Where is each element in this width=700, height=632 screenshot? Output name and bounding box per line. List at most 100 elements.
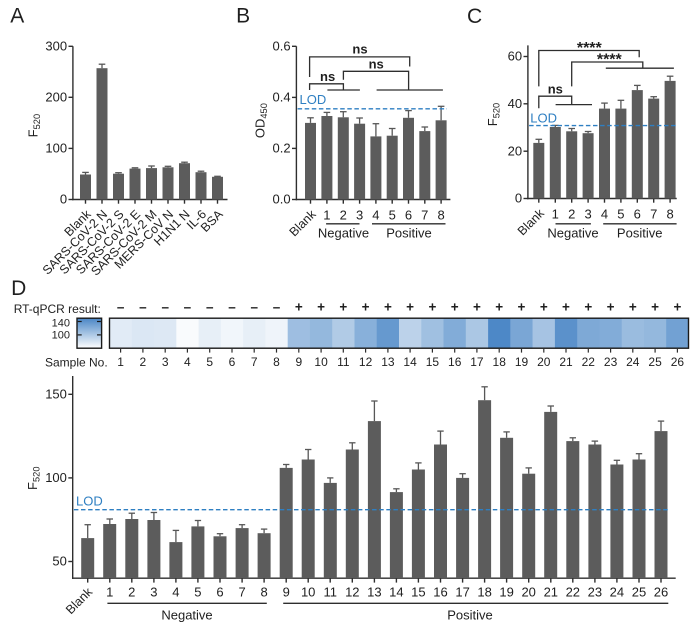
svg-text:13: 13 [381,355,395,369]
svg-text:–: – [117,300,125,315]
svg-text:17: 17 [470,355,484,369]
svg-text:14: 14 [389,584,403,599]
svg-text:+: + [629,300,637,315]
svg-text:16: 16 [448,355,462,369]
svg-text:Positive: Positive [447,608,493,623]
svg-text:–: – [161,300,169,315]
svg-text:14: 14 [403,355,417,369]
svg-text:11: 11 [323,584,337,599]
svg-text:40: 40 [508,96,522,111]
svg-text:5: 5 [206,355,213,369]
svg-text:9: 9 [295,355,302,369]
svg-text:23: 23 [588,584,602,599]
svg-text:2: 2 [140,355,147,369]
svg-text:+: + [562,300,570,315]
svg-text:21: 21 [559,355,573,369]
svg-text:+: + [540,300,548,315]
svg-text:5: 5 [194,584,201,599]
svg-text:0.4: 0.4 [273,90,291,105]
svg-text:19: 19 [515,355,529,369]
svg-text:LOD: LOD [300,92,327,107]
svg-text:+: + [673,300,681,315]
svg-text:60: 60 [508,49,522,64]
svg-text:23: 23 [604,355,618,369]
svg-text:18: 18 [493,355,507,369]
svg-text:Negative: Negative [161,608,212,623]
svg-text:7: 7 [650,206,657,221]
svg-text:9: 9 [283,584,290,599]
svg-text:10: 10 [301,584,315,599]
svg-text:C: C [467,5,482,28]
svg-text:7: 7 [421,207,428,222]
svg-text:+: + [584,300,592,315]
svg-text:LOD: LOD [530,110,557,125]
svg-text:****: **** [577,40,603,57]
svg-text:16: 16 [433,584,447,599]
svg-text:2: 2 [128,584,135,599]
svg-text:140: 140 [52,317,70,329]
svg-text:+: + [362,300,370,315]
svg-text:20: 20 [537,355,551,369]
svg-text:+: + [518,300,526,315]
svg-text:4: 4 [601,206,608,221]
svg-text:+: + [406,300,414,315]
svg-text:–: – [250,300,258,315]
svg-text:19: 19 [499,584,513,599]
svg-text:300: 300 [45,38,67,53]
svg-text:+: + [607,300,615,315]
svg-text:100: 100 [45,470,67,485]
svg-text:Sample No.: Sample No. [45,355,108,369]
svg-text:ns: ns [369,56,384,71]
svg-text:ns: ns [352,42,367,57]
svg-text:Positive: Positive [386,225,432,240]
svg-text:3: 3 [584,206,591,221]
svg-text:4: 4 [372,207,379,222]
svg-text:ns: ns [320,69,335,84]
svg-text:0.0: 0.0 [273,192,291,207]
svg-text:LOD: LOD [76,493,103,508]
svg-text:6: 6 [216,584,223,599]
svg-text:+: + [451,300,459,315]
svg-text:15: 15 [411,584,425,599]
svg-text:25: 25 [632,584,646,599]
svg-text:5: 5 [617,206,624,221]
svg-text:8: 8 [260,584,267,599]
svg-text:3: 3 [150,584,157,599]
svg-text:1: 1 [323,207,330,222]
svg-text:0: 0 [515,191,522,206]
svg-text:–: – [273,300,281,315]
svg-text:20: 20 [508,143,522,158]
svg-text:+: + [339,300,347,315]
svg-text:6: 6 [634,206,641,221]
svg-text:0: 0 [60,192,67,207]
svg-text:3: 3 [162,355,169,369]
svg-text:+: + [295,300,303,315]
svg-text:5: 5 [389,207,396,222]
svg-text:A: A [10,5,24,28]
svg-text:+: + [495,300,503,315]
svg-text:–: – [139,300,147,315]
svg-text:50: 50 [52,554,66,569]
svg-text:7: 7 [238,584,245,599]
svg-text:1: 1 [552,206,559,221]
svg-text:B: B [236,5,250,28]
svg-text:26: 26 [654,584,668,599]
svg-text:6: 6 [229,355,236,369]
svg-text:ns: ns [548,81,563,96]
svg-text:4: 4 [172,584,179,599]
svg-text:+: + [384,300,392,315]
svg-text:26: 26 [671,355,685,369]
svg-text:6: 6 [405,207,412,222]
svg-text:Positive: Positive [617,225,663,240]
svg-text:+: + [473,300,481,315]
svg-text:0.2: 0.2 [273,141,291,156]
svg-text:18: 18 [477,584,491,599]
svg-text:12: 12 [345,584,359,599]
svg-text:100: 100 [45,141,67,156]
svg-text:8: 8 [666,206,673,221]
svg-text:****: **** [597,52,623,69]
svg-text:8: 8 [437,207,444,222]
svg-text:Negative: Negative [547,225,598,240]
svg-text:24: 24 [626,355,640,369]
svg-text:+: + [651,300,659,315]
